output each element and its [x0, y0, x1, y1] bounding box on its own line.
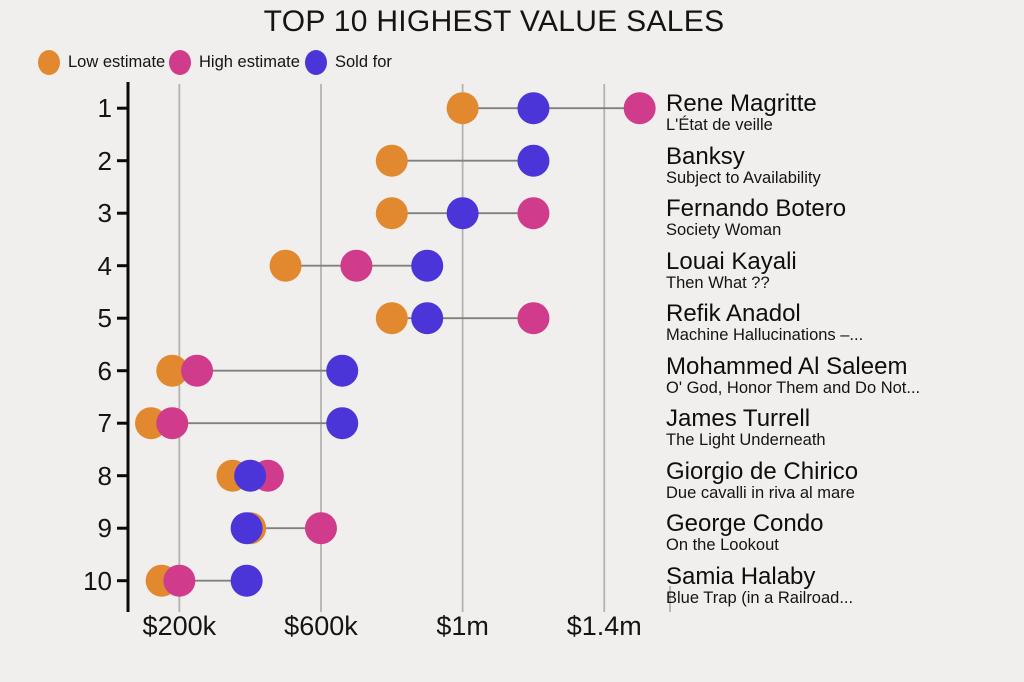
- high-estimate-dot: [181, 354, 214, 387]
- low-estimate-dot: [156, 354, 189, 387]
- artist-name: Samia Halaby: [666, 562, 816, 590]
- low-estimate-dot: [375, 197, 408, 230]
- artist-name: Refik Anadol: [666, 300, 801, 328]
- legend-item-low-estimate: Low estimate: [38, 48, 165, 76]
- low-estimate-dot: [269, 249, 302, 282]
- sold-estimate-dot: [326, 354, 359, 387]
- artist-label-row: Louai Kayali Then What ??: [666, 248, 1022, 292]
- high-estimate-dot: [623, 92, 656, 125]
- legend-label-high-estimate: High estimate: [199, 52, 300, 71]
- artwork-title: Machine Hallucinations –...: [666, 326, 864, 345]
- artwork-title: The Light Underneath: [666, 431, 826, 450]
- rank-label: 10: [83, 565, 112, 596]
- high-estimate-dot: [304, 512, 337, 545]
- artist-label-row: Giorgio de Chirico Due cavalli in riva al…: [666, 458, 1022, 502]
- artwork-title: L'État de veille: [666, 116, 773, 135]
- artist-label-row: Refik Anadol Machine Hallucinations –...: [666, 300, 1022, 344]
- artist-name: Banksy: [666, 142, 745, 170]
- artist-label-row: Fernando Botero Society Woman: [666, 195, 1022, 239]
- sold-estimate-dot: [234, 459, 267, 492]
- artist-name: Giorgio de Chirico: [666, 457, 859, 485]
- low-estimate-marker-icon: [38, 49, 60, 75]
- artist-name: Fernando Botero: [666, 195, 847, 223]
- sold-estimate-dot: [230, 512, 263, 545]
- rank-label: 7: [97, 408, 112, 439]
- rank-label: 3: [97, 198, 112, 229]
- artwork-title: On the Lookout: [666, 536, 779, 555]
- artist-name: Rene Magritte: [666, 90, 817, 118]
- artist-name: James Turrell: [666, 405, 811, 433]
- artist-name: George Condo: [666, 510, 824, 538]
- rank-label: 2: [97, 145, 112, 176]
- low-estimate-dot: [375, 302, 408, 335]
- high-estimate-dot: [517, 302, 550, 335]
- sold-estimate-dot: [411, 302, 444, 335]
- rank-label: 4: [97, 250, 112, 281]
- x-axis-tick-label: $600k: [284, 611, 358, 641]
- rank-label: 5: [97, 303, 112, 334]
- artwork-title: Due cavalli in riva al mare: [666, 483, 855, 502]
- rank-label: 9: [97, 513, 112, 544]
- legend-label-low-estimate: Low estimate: [68, 52, 166, 71]
- low-estimate-dot: [446, 92, 479, 125]
- rank-label: 6: [97, 355, 112, 386]
- artwork-title: O' God, Honor Them and Do Not...: [666, 378, 921, 397]
- high-estimate-dot: [156, 407, 189, 440]
- x-axis-tick-label: $1.4m: [566, 611, 642, 641]
- x-axis-tick-label: $1m: [436, 611, 489, 641]
- artist-label-row: Rene Magritte L'État de veille: [666, 90, 1022, 134]
- rank-label: 1: [97, 93, 112, 124]
- sold-estimate-dot: [517, 92, 550, 125]
- high-estimate-dot: [340, 249, 373, 282]
- legend-item-high-estimate: High estimate: [169, 48, 300, 76]
- artist-name: Mohammed Al Saleem: [666, 352, 908, 380]
- artist-label-row: Samia Halaby Blue Trap (in a Railroad...: [666, 563, 1022, 607]
- artwork-title: Society Woman: [666, 221, 782, 240]
- artist-label-row: James Turrell The Light Underneath: [666, 405, 1022, 449]
- x-axis-tick-label: $200k: [142, 611, 217, 641]
- sold-estimate-dot: [411, 249, 444, 282]
- artwork-title: Subject to Availability: [666, 168, 821, 187]
- sold-estimate-dot: [517, 144, 550, 177]
- sold-estimate-dot: [326, 407, 359, 440]
- rank-label: 8: [97, 460, 112, 491]
- sold-for-marker-icon: [305, 49, 327, 75]
- legend-label-sold-for: Sold for: [335, 52, 392, 71]
- high-estimate-marker-icon: [169, 49, 191, 75]
- sold-estimate-dot: [446, 197, 479, 230]
- legend-item-sold-for: Sold for: [305, 48, 392, 76]
- sold-estimate-dot: [230, 564, 263, 597]
- artist-label-row: Banksy Subject to Availability: [666, 143, 1022, 187]
- high-estimate-dot: [517, 197, 550, 230]
- artwork-title: Then What ??: [666, 273, 770, 292]
- artist-name: Louai Kayali: [666, 247, 797, 275]
- artwork-title: Blue Trap (in a Railroad...: [666, 588, 854, 607]
- artist-label-row: George Condo On the Lookout: [666, 510, 1022, 554]
- chart-title: TOP 10 HIGHEST VALUE SALES: [263, 5, 725, 38]
- high-estimate-dot: [163, 564, 196, 597]
- artist-label-row: Mohammed Al Saleem O' God, Honor Them and…: [666, 353, 1022, 397]
- low-estimate-dot: [375, 144, 408, 177]
